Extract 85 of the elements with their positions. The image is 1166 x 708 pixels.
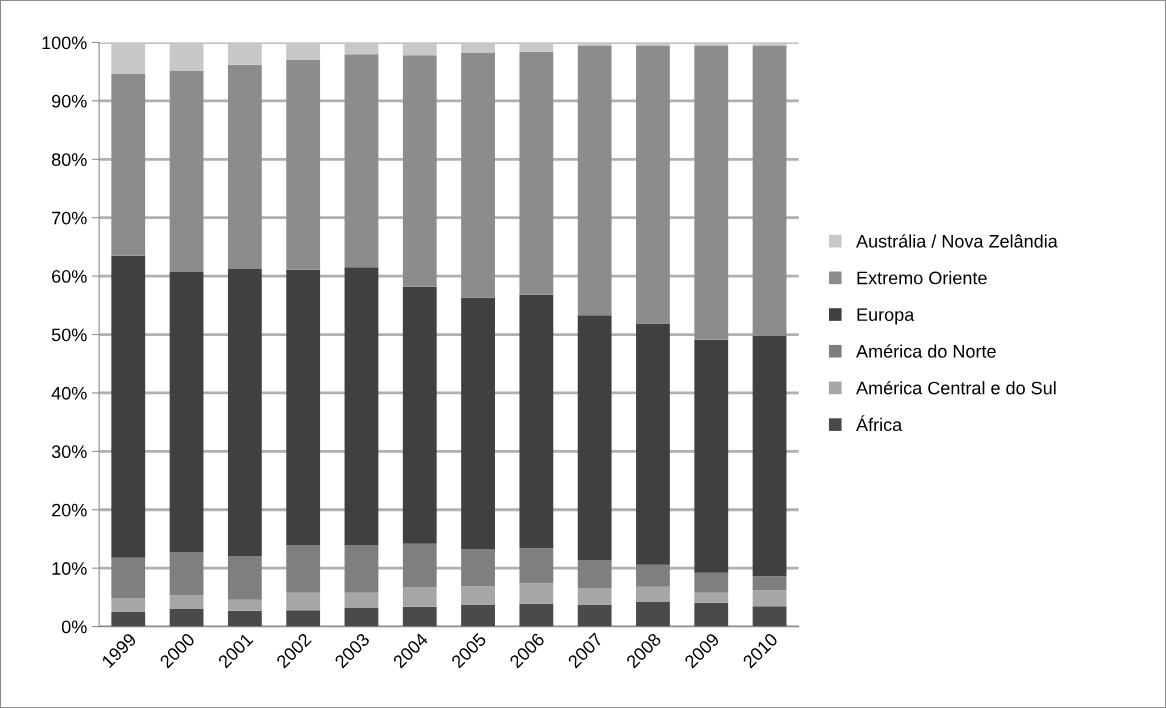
bar [752, 590, 787, 607]
bar [402, 606, 437, 627]
bar [461, 52, 495, 298]
bar [694, 592, 729, 603]
y-tick-label: 80% [51, 153, 87, 167]
bar [169, 70, 204, 273]
bar [752, 606, 787, 627]
bar [519, 42, 554, 52]
bar [169, 272, 204, 553]
legend-label: Austrália / Nova Zelândia [856, 234, 1058, 248]
bar [694, 602, 729, 627]
bar [286, 592, 321, 611]
bar [636, 45, 670, 324]
bar [577, 604, 612, 627]
bar [169, 609, 204, 627]
bar [636, 564, 670, 587]
bar [461, 297, 495, 550]
bar [461, 604, 495, 627]
bar [461, 42, 495, 53]
bar [111, 42, 146, 75]
bar [169, 42, 204, 71]
y-tick-label: 30% [51, 445, 87, 459]
y-tick-label: 60% [52, 270, 87, 283]
bar [227, 599, 262, 611]
bar [752, 576, 787, 591]
bar [344, 592, 379, 608]
bar [519, 51, 554, 295]
y-tick-label: 100% [42, 36, 87, 50]
bar [752, 335, 787, 577]
y-tick-label: 0% [61, 620, 87, 634]
bar [694, 572, 729, 593]
bar [461, 549, 495, 587]
bar [111, 611, 146, 627]
y-tick-label: 90% [52, 94, 87, 108]
bar [752, 45, 787, 336]
bar [402, 286, 437, 544]
bar [519, 603, 554, 627]
bar [227, 64, 262, 270]
bar [577, 560, 612, 589]
bar [344, 267, 379, 546]
legend-label: Extremo Oriente [857, 271, 987, 285]
legend-label: Europa [857, 308, 915, 325]
bar [636, 323, 670, 565]
bar [286, 269, 321, 546]
bar [636, 586, 670, 603]
bar [636, 602, 670, 627]
bar [577, 588, 612, 605]
bar [227, 42, 262, 65]
bar [402, 42, 437, 56]
bar [169, 552, 204, 596]
bar [402, 543, 437, 588]
y-tick-label: 50% [51, 328, 87, 342]
legend-label: América do Norte [856, 344, 996, 358]
bar [111, 598, 146, 612]
bar [286, 610, 321, 627]
bar [519, 294, 554, 549]
bar [694, 339, 729, 573]
bar [227, 610, 262, 627]
bar [111, 255, 146, 558]
bar [111, 557, 146, 599]
legend-label: África [856, 415, 903, 432]
bar [227, 269, 262, 557]
bar [286, 545, 321, 593]
y-tick-label: 40% [51, 386, 87, 400]
y-tick-label: 10% [52, 562, 87, 575]
bar [461, 586, 495, 605]
bar [577, 45, 612, 316]
bar [286, 42, 321, 60]
bar [111, 74, 146, 256]
bar [344, 607, 379, 627]
y-tick-label: 70% [52, 211, 87, 225]
bar [519, 583, 554, 604]
legend-label: América Central e do Sul [856, 380, 1056, 395]
bar [519, 548, 554, 584]
bar [344, 42, 379, 55]
bar [402, 587, 437, 607]
bar [227, 556, 262, 600]
bar [402, 55, 437, 287]
y-tick-label: 20% [52, 503, 87, 517]
bar [577, 315, 612, 561]
bar [344, 54, 379, 268]
bar [344, 545, 379, 593]
bar [169, 595, 204, 610]
bar [694, 45, 729, 340]
bar [286, 60, 321, 270]
